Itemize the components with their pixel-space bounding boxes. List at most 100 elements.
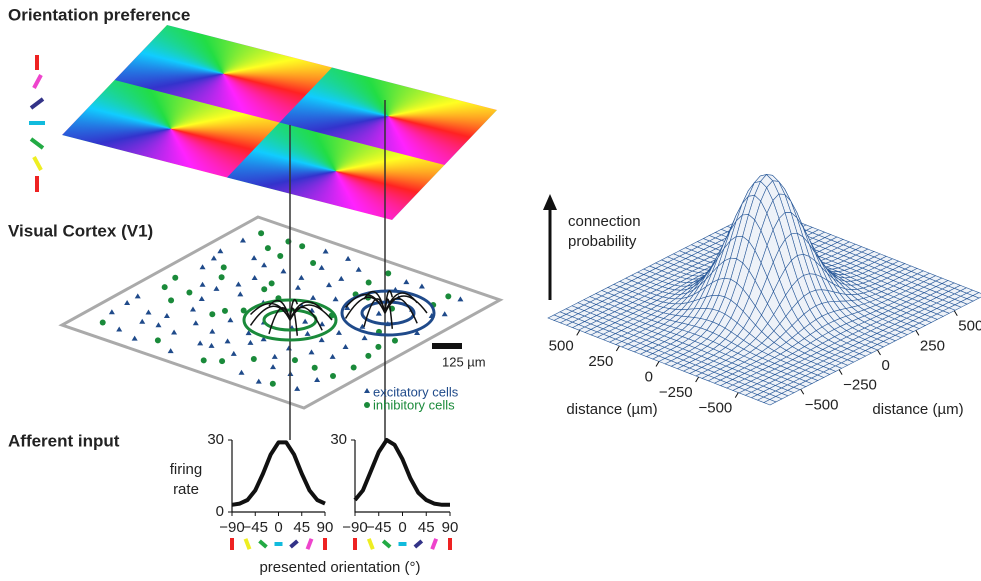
- y-tick: [916, 330, 919, 335]
- x-tick-label: −45: [366, 519, 391, 536]
- inhibitory-cell: [445, 293, 451, 299]
- inhibitory-cell: [172, 275, 178, 281]
- inhibitory-cell: [261, 286, 267, 292]
- z-axis-label: connection: [568, 213, 641, 230]
- y-tick-label: 30: [330, 431, 347, 448]
- x-tick-label: 500: [549, 337, 574, 354]
- inhibitory-cell: [365, 353, 371, 359]
- title: Visual Cortex (V1): [8, 221, 153, 240]
- inhibitory-cell: [219, 358, 225, 364]
- x-tick-label: −500: [698, 400, 732, 417]
- y-tick: [954, 311, 957, 316]
- orientation-bar: [415, 541, 422, 547]
- y-tick-label: −250: [843, 377, 877, 394]
- x-tick: [656, 362, 659, 367]
- x-tick-label: 90: [317, 519, 334, 536]
- inhibitory-cell: [351, 364, 357, 370]
- y-axis-label: distance (µm): [872, 401, 963, 418]
- inhibitory-cell: [155, 337, 161, 343]
- y-tick: [801, 389, 804, 394]
- orientation-bar: [383, 541, 390, 547]
- scale-label: 125 µm: [442, 354, 486, 369]
- inhibitory-cell: [186, 290, 192, 296]
- inhibitory-cell: [375, 344, 381, 350]
- orientation-bar: [291, 541, 298, 547]
- bar: [34, 157, 41, 170]
- inhibitory-cell: [277, 253, 283, 259]
- inhibitory-cell: [219, 274, 225, 280]
- x-tick-label: 250: [588, 353, 613, 370]
- x-tick-label: −90: [219, 519, 244, 536]
- inhibitory-cell: [292, 357, 298, 363]
- y-tick-label: 30: [207, 431, 224, 448]
- inhibitory-cell: [366, 280, 372, 286]
- y-tick-label: 0: [882, 357, 890, 374]
- bar: [34, 75, 41, 88]
- orientation-key: [29, 55, 45, 192]
- x-tick-label: −45: [243, 519, 268, 536]
- x-axis-label: distance (µm): [566, 401, 657, 418]
- inhibitory-cell: [270, 381, 276, 387]
- inhibitory-cell: [209, 311, 215, 317]
- inhibitory-cell: [100, 319, 106, 325]
- title: Orientation preference: [8, 5, 190, 24]
- y-tick: [839, 370, 842, 375]
- y-axis-label: rate: [173, 481, 199, 498]
- inhibitory-cell: [222, 308, 228, 314]
- inhibitory-cell: [312, 365, 318, 371]
- x-tick-label: −90: [342, 519, 367, 536]
- title: Afferent input: [8, 431, 120, 450]
- y-tick-label: 250: [920, 337, 945, 354]
- x-tick-label: 0: [274, 519, 282, 536]
- orientation-bar: [432, 539, 436, 549]
- tuning-curve: [355, 440, 450, 505]
- x-tick-label: 0: [398, 519, 406, 536]
- x-tick: [616, 346, 619, 351]
- y-tick: [878, 350, 881, 355]
- x-tick-label: 90: [442, 519, 459, 536]
- x-tick-label: 45: [293, 519, 310, 536]
- y-axis-label: firing: [170, 461, 203, 478]
- x-tick-label: 0: [645, 368, 653, 385]
- inhibitory-cell: [162, 284, 168, 290]
- arrow-head: [543, 194, 557, 210]
- x-tick: [696, 377, 699, 382]
- y-tick-label: −500: [805, 396, 839, 413]
- inhibitory-cell: [330, 373, 336, 379]
- y-tick-label: 0: [216, 503, 224, 520]
- legend-marker: [364, 402, 370, 408]
- inhibitory-cell: [265, 245, 271, 251]
- figure-svg: Orientation preference Visual Cortex (V1…: [0, 0, 981, 581]
- figure: Orientation preference Visual Cortex (V1…: [0, 0, 981, 581]
- y-tick-label: 500: [958, 318, 981, 335]
- inhibitory-cell: [269, 280, 275, 286]
- z-axis-label: probability: [568, 233, 637, 250]
- x-tick: [735, 393, 738, 398]
- x-tick: [577, 330, 580, 335]
- inhibitory-cell: [310, 260, 316, 266]
- orientation-bar: [369, 539, 373, 549]
- orientation-bar: [246, 539, 250, 549]
- x-tick-label: −250: [659, 384, 693, 401]
- inhibitory-cell: [168, 297, 174, 303]
- inhibitory-cell: [258, 230, 264, 236]
- scale-bar: [432, 343, 462, 349]
- x-axis-label: presented orientation (°): [259, 559, 420, 576]
- orientation-bar: [260, 541, 267, 547]
- inhibitory-cell: [251, 356, 257, 362]
- bar: [31, 99, 43, 108]
- inhibitory-cell: [392, 338, 398, 344]
- inhibitory-cell: [201, 357, 207, 363]
- orientation-bar: [308, 539, 312, 549]
- tuning-curve: [232, 442, 325, 504]
- legend-marker: [364, 388, 370, 393]
- inhibitory-cell: [221, 264, 227, 270]
- page: body { margin: 0; width: 981px; height: …: [0, 0, 981, 581]
- legend-label: inhibitory cells: [373, 397, 455, 412]
- inhibitory-cell: [299, 243, 305, 249]
- x-tick-label: 45: [418, 519, 435, 536]
- bar: [31, 139, 43, 148]
- inhibitory-cell: [385, 270, 391, 276]
